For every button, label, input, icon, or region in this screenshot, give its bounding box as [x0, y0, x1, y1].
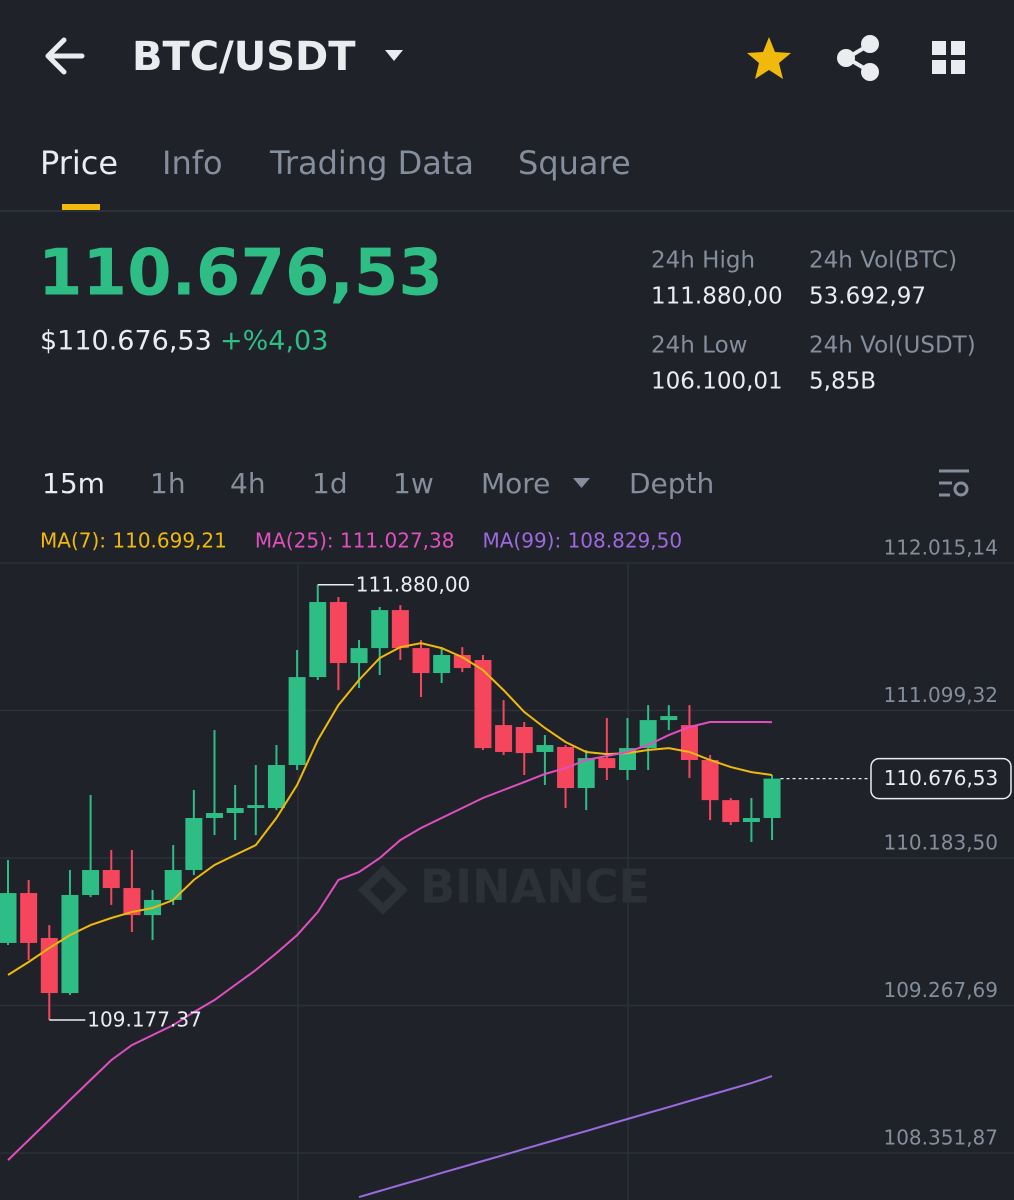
- candle-body: [474, 660, 492, 749]
- candle-body: [433, 655, 451, 674]
- grid-cell: [951, 60, 965, 74]
- legend-entry: MA(99): 108.829,50: [482, 529, 682, 553]
- candle-body: [536, 745, 554, 752]
- candle-body: [61, 894, 79, 994]
- candle-body: [123, 888, 141, 916]
- settings-gear: [953, 481, 969, 497]
- legend-entry: MA(7): 110.699,21: [40, 529, 227, 553]
- candle-body: [515, 727, 533, 754]
- interval[interactable]: 1d: [312, 467, 348, 500]
- annotation-label: 109.177.37: [87, 1008, 202, 1032]
- last-price-tag: [870, 757, 1012, 800]
- candle-body: [288, 677, 306, 766]
- candle-body: [185, 817, 203, 871]
- candle-body: [763, 778, 781, 818]
- pair-title[interactable]: BTC/USDT: [132, 34, 356, 80]
- tab[interactable]: Square: [518, 144, 631, 182]
- interval[interactable]: 4h: [230, 467, 266, 500]
- candle-body: [495, 725, 513, 752]
- candle-body: [598, 758, 616, 769]
- plot: [0, 584, 781, 1199]
- tab-indicator: [62, 204, 100, 210]
- stat-label: 24h Low: [651, 333, 747, 359]
- candle-body: [660, 716, 678, 721]
- candle-body: [20, 893, 38, 943]
- candle-body: [82, 870, 100, 895]
- tab-active[interactable]: Price: [40, 144, 118, 182]
- interval-active[interactable]: 15m: [42, 467, 105, 500]
- interval[interactable]: 1w: [393, 467, 434, 500]
- candle-body: [639, 720, 657, 749]
- candle-body: [226, 808, 244, 814]
- share-button[interactable]: [837, 35, 879, 81]
- stat-value: 111.880,00: [651, 284, 783, 310]
- share-dot: [861, 63, 879, 81]
- grid-cell: [932, 41, 946, 55]
- usd-price: $110.676,53: [40, 326, 212, 357]
- candle-body: [247, 805, 265, 809]
- candle-body: [391, 610, 409, 649]
- candle-body: [722, 800, 740, 823]
- candle-body: [371, 610, 389, 649]
- stat-value: 106.100,01: [651, 369, 783, 395]
- annotation-label: 111.880,00: [356, 572, 471, 596]
- candle-body: [102, 870, 120, 889]
- price-change: +%4,03: [220, 326, 328, 357]
- pair-dropdown[interactable]: [385, 50, 403, 61]
- candle-body: [453, 655, 471, 669]
- more-dropdown[interactable]: [573, 478, 590, 488]
- favorite-star[interactable]: [747, 37, 791, 79]
- candle-body: [206, 813, 223, 818]
- back-arrow: [45, 37, 85, 75]
- candle-body: [0, 893, 17, 943]
- candle-body: [40, 937, 58, 994]
- grid-cell: [951, 41, 965, 55]
- ma-line: [7, 721, 773, 1161]
- candle-body: [412, 648, 430, 674]
- depth-tab[interactable]: Depth: [629, 467, 714, 500]
- grid-cell: [932, 60, 946, 74]
- watermark-logo: [358, 865, 408, 915]
- interval-more[interactable]: More: [481, 467, 550, 500]
- interval[interactable]: 1h: [150, 467, 186, 500]
- y-tick-label: 110.183,50: [883, 831, 998, 855]
- share-dot: [837, 49, 855, 67]
- back-button[interactable]: [45, 37, 85, 75]
- candle-body: [742, 817, 760, 823]
- y-tick-label: 109.267,69: [883, 978, 998, 1002]
- stat-label: 24h Vol(BTC): [809, 248, 957, 274]
- candle-body: [164, 870, 182, 900]
- candle-body: [267, 765, 285, 809]
- legend-entry: MA(25): 111.027,38: [255, 529, 455, 553]
- stat-label: 24h High: [651, 248, 755, 274]
- ma-line: [358, 1075, 773, 1199]
- last-price: 110.676,53: [38, 237, 443, 311]
- y-tick-label: 112.015,14: [883, 536, 998, 560]
- chart: 112.015,14 111.099,32 110.183,50 109.267,69…: [0, 529, 1014, 1200]
- stat-value: 53.692,97: [809, 284, 926, 310]
- chart-settings[interactable]: [939, 469, 969, 497]
- last-price-label: 110.676,53: [884, 766, 999, 790]
- share-dot: [861, 35, 879, 53]
- stat-value: 5,85B: [809, 369, 876, 395]
- y-tick-label: 111.099,32: [883, 683, 998, 707]
- ma-line: [7, 642, 773, 976]
- candle-body: [309, 602, 327, 678]
- stat-label: 24h Vol(USDT): [809, 333, 976, 359]
- candle-body: [329, 602, 347, 664]
- candle-body: [701, 760, 719, 801]
- tab[interactable]: Info: [162, 144, 223, 182]
- watermark: BINANCE: [420, 860, 650, 914]
- tab[interactable]: Trading Data: [269, 144, 474, 182]
- y-tick-label: 108.351,87: [883, 1125, 998, 1149]
- candle-body: [577, 758, 595, 789]
- candle-body: [350, 648, 368, 664]
- grid-menu[interactable]: [932, 41, 965, 74]
